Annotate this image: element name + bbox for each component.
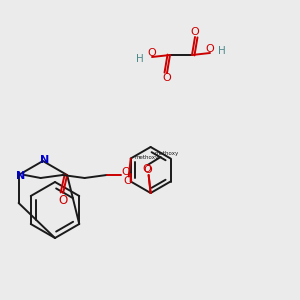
Text: H: H	[218, 46, 226, 56]
Text: O: O	[142, 164, 151, 174]
Text: O: O	[123, 176, 132, 187]
Text: N: N	[40, 155, 50, 165]
Text: N: N	[16, 171, 25, 181]
Text: H: H	[136, 54, 144, 64]
Text: methoxy: methoxy	[134, 155, 159, 160]
Text: O: O	[58, 194, 68, 206]
Text: O: O	[121, 167, 130, 177]
Text: O: O	[163, 73, 171, 83]
Text: methoxy: methoxy	[154, 151, 179, 155]
Text: O: O	[190, 27, 200, 37]
Text: O: O	[148, 48, 156, 58]
Text: O: O	[143, 165, 152, 175]
Text: O: O	[206, 44, 214, 54]
